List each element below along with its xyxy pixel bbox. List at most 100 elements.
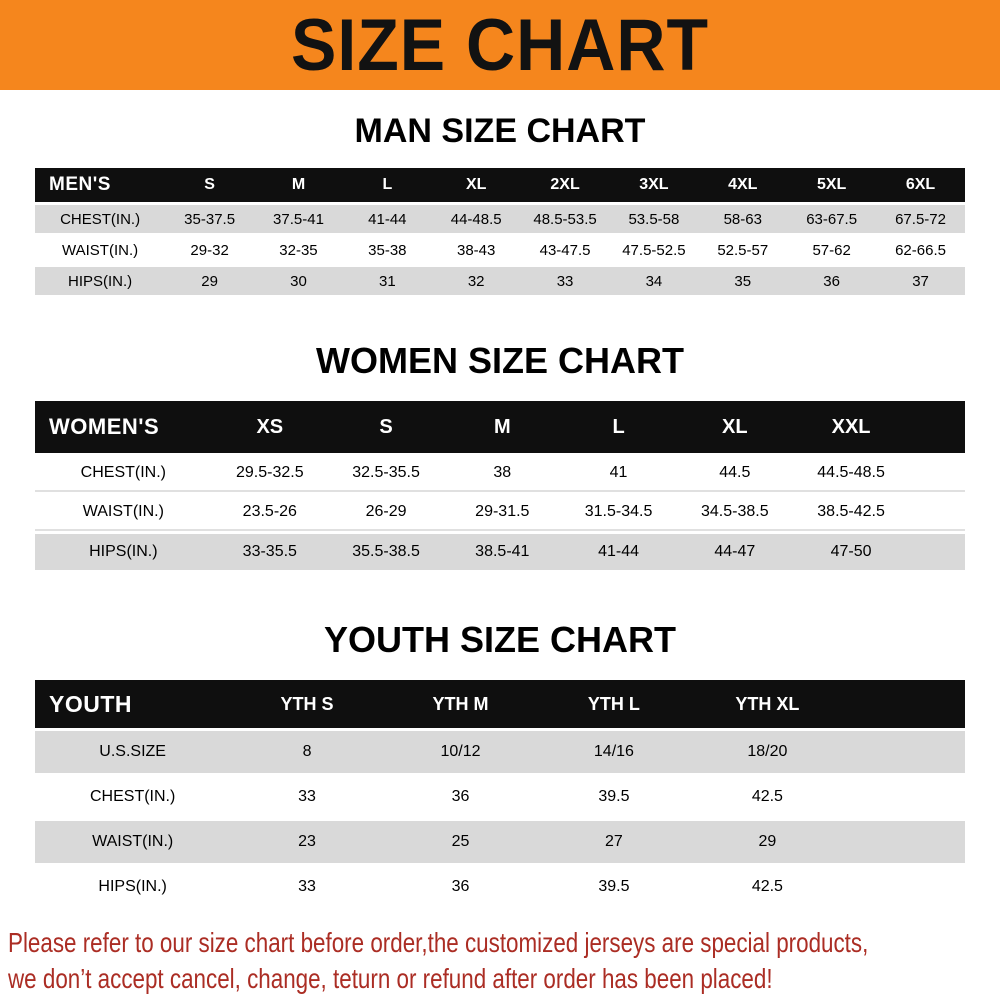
size-column-header: XL <box>676 401 793 453</box>
row-label: CHEST(IN.) <box>60 210 141 228</box>
size-value-cell: 38.5-41 <box>475 543 530 560</box>
size-value-cell: 18/20 <box>747 743 788 760</box>
row-spacer <box>909 534 965 570</box>
size-column-header: 5XL <box>787 168 877 202</box>
row-spacer <box>909 456 965 492</box>
size-column-header: M <box>444 401 561 453</box>
size-value-cell: 32-35 <box>279 241 318 259</box>
table-header-row: WOMEN'S XS S M L XL XXL <box>35 401 965 453</box>
size-value-cell: 39.5 <box>598 788 630 805</box>
measurement-row: CHEST(IN.) 35-37.5 37.5-41 41-44 44-48.5 48.5… <box>35 205 965 233</box>
size-value-cell: 44.5-48.5 <box>792 456 910 492</box>
size-value-cell: 38 <box>444 456 561 492</box>
measurement-row: WAIST(IN.) 23 25 27 29 <box>35 821 965 863</box>
size-column-header: L <box>560 401 677 453</box>
size-column-header: YTH XL <box>690 680 845 728</box>
size-value-cell: 38.5-42.5 <box>792 495 910 531</box>
section-heading-man: MAN SIZE CHART <box>354 112 646 150</box>
measurement-row: CHEST(IN.) 33 36 39.5 42.5 <box>35 776 965 818</box>
disclaimer-line-1: Please refer to our size chart before or… <box>8 927 869 958</box>
size-value-cell: 44-47 <box>714 543 756 560</box>
size-value-cell: 48.5-53.5 <box>533 210 597 228</box>
size-value-cell: 29-31.5 <box>444 495 561 531</box>
size-value-cell: 33 <box>556 272 574 290</box>
youth-size-table: YOUTH YTH S YTH M YTH L YTH XL U.S.SIZE 8 10/12… <box>35 677 965 911</box>
measurement-row: U.S.SIZE 8 10/12 14/16 18/20 <box>35 731 965 773</box>
size-column-header: XS <box>211 401 328 453</box>
size-column-header: S <box>327 401 445 453</box>
size-value-cell: 41 <box>560 456 677 492</box>
size-column-header: M <box>254 168 343 202</box>
row-label: CHEST(IN.) <box>35 456 212 492</box>
size-value-cell: 41-44 <box>598 543 640 560</box>
table-header-row: MEN'S S M L XL 2XL 3XL 4XL 5XL 6XL <box>35 168 965 202</box>
women-size-chart-section: WOMEN SIZE CHART WOMEN'S XS S M L XL XXL CHEST(… <box>0 340 1000 573</box>
size-value-cell: 14/16 <box>593 743 634 760</box>
size-value-cell: 37 <box>912 272 929 290</box>
size-value-cell: 67.5-72 <box>895 210 946 228</box>
size-value-cell: 39.5 <box>598 878 630 895</box>
header-spacer <box>909 401 965 453</box>
disclaimer: Please refer to our size chart before or… <box>8 925 1000 997</box>
size-value-cell: 41-44 <box>368 210 407 228</box>
size-value-cell: 29 <box>758 833 777 850</box>
size-value-cell: 43-47.5 <box>539 241 591 259</box>
size-value-cell: 53.5-58 <box>628 210 680 228</box>
row-label: WAIST(IN.) <box>62 241 139 259</box>
size-column-header: 2XL <box>520 168 610 202</box>
measurement-row: HIPS(IN.) 33 36 39.5 42.5 <box>35 866 965 908</box>
size-value-cell: 32.5-35.5 <box>327 456 445 492</box>
size-value-cell: 35 <box>734 272 752 290</box>
row-spacer <box>909 495 965 531</box>
size-value-cell: 8 <box>302 743 312 760</box>
size-value-cell: 34 <box>645 272 663 290</box>
row-label: U.S.SIZE <box>99 743 166 760</box>
title-banner: SIZE CHART <box>0 0 1000 90</box>
size-value-cell: 36 <box>823 272 840 290</box>
women-size-table: WOMEN'S XS S M L XL XXL CHEST(IN.) 29.5-32.5 32.5… <box>35 398 965 573</box>
table-header-row: YOUTH YTH S YTH M YTH L YTH XL <box>35 680 965 728</box>
size-column-header: 6XL <box>876 168 965 202</box>
row-label: HIPS(IN.) <box>98 878 167 895</box>
size-value-cell: 31 <box>378 272 396 290</box>
page-title: SIZE CHART <box>291 3 709 87</box>
size-column-header: XL <box>431 168 521 202</box>
size-value-cell: 37.5-41 <box>273 210 324 228</box>
man-size-chart-section: MAN SIZE CHART MEN'S S M L XL 2XL 3XL 4XL 5XL 6XL… <box>0 112 1000 298</box>
table-title-cell: YOUTH <box>35 680 231 728</box>
section-heading-women: WOMEN SIZE CHART <box>316 340 684 381</box>
size-value-cell: 35-38 <box>368 241 407 259</box>
size-value-cell: 35.5-38.5 <box>352 543 420 560</box>
header-spacer <box>844 680 965 728</box>
size-value-cell: 23.5-26 <box>211 495 328 531</box>
size-value-cell: 47-50 <box>830 543 872 560</box>
size-value-cell: 33 <box>298 788 316 805</box>
size-value-cell: 36 <box>451 788 470 805</box>
size-value-cell: 29 <box>201 272 218 290</box>
size-value-cell: 63-67.5 <box>806 210 858 228</box>
measurement-row: CHEST(IN.) 29.5-32.5 32.5-35.5 38 41 44.5 44.5… <box>35 456 965 492</box>
size-value-cell: 57-62 <box>812 241 851 259</box>
size-value-cell: 36 <box>451 878 470 895</box>
size-value-cell: 62-66.5 <box>895 241 946 259</box>
measurement-row: WAIST(IN.) 29-32 32-35 35-38 38-43 43-47.5 47.… <box>35 236 965 264</box>
size-value-cell: 29.5-32.5 <box>211 456 328 492</box>
size-column-header: S <box>165 168 255 202</box>
size-value-cell: 25 <box>451 833 470 850</box>
size-column-header: 3XL <box>609 168 699 202</box>
table-title-cell: MEN'S <box>35 168 166 202</box>
row-spacer <box>844 866 965 908</box>
section-heading-youth: YOUTH SIZE CHART <box>323 619 676 660</box>
size-value-cell: 29-32 <box>190 241 229 259</box>
size-column-header: YTH S <box>230 680 384 728</box>
row-spacer <box>844 821 965 863</box>
size-column-header: YTH L <box>537 680 691 728</box>
size-column-header: XXL <box>792 401 910 453</box>
size-value-cell: 32 <box>467 272 485 290</box>
row-label: HIPS(IN.) <box>68 272 133 290</box>
measurement-row: HIPS(IN.) 33-35.5 35.5-38.5 38.5-41 41-44 44-… <box>35 534 965 570</box>
size-value-cell: 47.5-52.5 <box>622 241 686 259</box>
size-value-cell: 34.5-38.5 <box>676 495 793 531</box>
size-column-header: L <box>342 168 432 202</box>
